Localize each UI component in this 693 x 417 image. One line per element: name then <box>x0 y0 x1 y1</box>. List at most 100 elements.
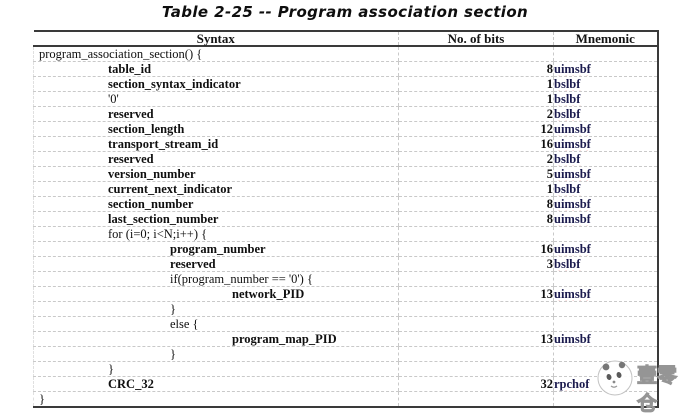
syntax-cell: network_PID <box>33 286 399 302</box>
bits-cell: 16 <box>398 241 554 257</box>
table-header: Syntax No. of bits Mnemonic <box>33 30 659 47</box>
table-row: section_syntax_indicator 1 bslbf <box>33 76 659 92</box>
table-row: if(program_number == '0') { <box>33 271 659 287</box>
mnemonic-text: uimsbf <box>554 167 591 181</box>
mnemonic-text: uimsbf <box>554 212 591 226</box>
mnemonic-text: uimsbf <box>554 62 591 76</box>
mnemonic-cell: uimsbf <box>553 61 659 77</box>
mnemonic-text: rpchof <box>554 377 590 391</box>
table-row: version_number 5 uimsbf <box>33 166 659 182</box>
syntax-cell: program_association_section() { <box>33 46 399 62</box>
syntax-cell: current_next_indicator <box>33 181 399 197</box>
bits-cell <box>398 226 554 242</box>
mnemonic-text: bslbf <box>554 92 581 106</box>
bits-cell: 1 <box>398 91 554 107</box>
mnemonic-cell <box>553 316 659 332</box>
bits-cell: 16 <box>398 136 554 152</box>
table-row: reserved 2 bslbf <box>33 151 659 167</box>
bits-cell <box>398 361 554 377</box>
syntax-cell: section_syntax_indicator <box>33 76 399 92</box>
bits-cell <box>398 346 554 362</box>
document-page: { "title": "Table 2-25 -- Program associ… <box>33 3 693 416</box>
bits-cell: 13 <box>398 286 554 302</box>
table-row: } <box>33 391 659 408</box>
table-row: program_map_PID 13 uimsbf <box>33 331 659 347</box>
mnemonic-cell: uimsbf <box>553 166 659 182</box>
table-row: program_association_section() { <box>33 46 659 62</box>
mnemonic-text: uimsbf <box>554 287 591 301</box>
bits-cell: 5 <box>398 166 554 182</box>
mnemonic-cell: uimsbf <box>553 196 659 212</box>
bits-cell <box>398 271 554 287</box>
watermark: 壹零仓 <box>595 357 693 416</box>
table-body: program_association_section() {table_id 8… <box>33 46 659 408</box>
mnemonic-text: bslbf <box>554 107 581 121</box>
table-row: current_next_indicator 1 bslbf <box>33 181 659 197</box>
mnemonic-cell: uimsbf <box>553 121 659 137</box>
bits-cell: 32 <box>398 376 554 392</box>
mnemonic-cell: uimsbf <box>553 286 659 302</box>
table-title: Table 2-25 -- Program association sectio… <box>161 3 529 21</box>
mnemonic-cell: uimsbf <box>553 211 659 227</box>
bits-cell: 1 <box>398 76 554 92</box>
table-row: last_section_number 8 uimsbf <box>33 211 659 227</box>
mnemonic-text: bslbf <box>554 182 581 196</box>
column-header-mnemonic: Mnemonic <box>553 30 659 47</box>
mnemonic-cell: bslbf <box>553 151 659 167</box>
table-row: CRC_32 32 rpchof <box>33 376 659 392</box>
syntax-cell: last_section_number <box>33 211 399 227</box>
mnemonic-text: uimsbf <box>554 332 591 346</box>
mnemonic-text: bslbf <box>554 257 581 271</box>
mnemonic-text: bslbf <box>554 152 581 166</box>
column-header-no-of-bits: No. of bits <box>398 30 554 47</box>
syntax-cell: transport_stream_id <box>33 136 399 152</box>
mnemonic-cell: uimsbf <box>553 331 659 347</box>
watermark-text: 壹零仓 <box>637 363 678 416</box>
mnemonic-cell: bslbf <box>553 256 659 272</box>
table-row: else { <box>33 316 659 332</box>
mnemonic-text: uimsbf <box>554 242 591 256</box>
syntax-cell: program_map_PID <box>33 331 399 347</box>
syntax-cell: } <box>33 391 399 408</box>
syntax-cell: } <box>33 301 399 317</box>
mnemonic-cell: bslbf <box>553 76 659 92</box>
mnemonic-text: uimsbf <box>554 122 591 136</box>
table-row: '0' 1 bslbf <box>33 91 659 107</box>
table-row: reserved 2 bslbf <box>33 106 659 122</box>
bits-cell: 2 <box>398 106 554 122</box>
syntax-cell: program_number <box>33 241 399 257</box>
bits-cell: 8 <box>398 196 554 212</box>
bits-cell: 8 <box>398 61 554 77</box>
table-row: section_length 12 uimsbf <box>33 121 659 137</box>
table-row: reserved 3 bslbf <box>33 256 659 272</box>
mnemonic-cell <box>553 346 659 362</box>
syntax-cell: else { <box>33 316 399 332</box>
table-row: } <box>33 301 659 317</box>
mnemonic-text: uimsbf <box>554 197 591 211</box>
syntax-cell: } <box>33 361 399 377</box>
bits-cell <box>398 301 554 317</box>
syntax-cell: section_length <box>33 121 399 137</box>
syntax-cell: version_number <box>33 166 399 182</box>
syntax-cell: table_id <box>33 61 399 77</box>
table-row: transport_stream_id 16 uimsbf <box>33 136 659 152</box>
syntax-cell: if(program_number == '0') { <box>33 271 399 287</box>
syntax-cell: section_number <box>33 196 399 212</box>
table-row: section_number 8 uimsbf <box>33 196 659 212</box>
panda-face-icon <box>597 360 633 396</box>
mnemonic-cell: bslbf <box>553 181 659 197</box>
bits-cell <box>398 316 554 332</box>
mnemonic-cell <box>553 226 659 242</box>
mnemonic-cell: bslbf <box>553 91 659 107</box>
program-association-section-table: Syntax No. of bits Mnemonic program_asso… <box>33 30 659 408</box>
syntax-cell: '0' <box>33 91 399 107</box>
syntax-cell: } <box>33 346 399 362</box>
bits-cell: 2 <box>398 151 554 167</box>
table-row: } <box>33 361 659 377</box>
bits-cell <box>398 46 554 62</box>
mnemonic-cell: uimsbf <box>553 241 659 257</box>
syntax-cell: for (i=0; i<N;i++) { <box>33 226 399 242</box>
column-header-syntax: Syntax <box>33 30 399 47</box>
mnemonic-cell <box>553 301 659 317</box>
syntax-cell: CRC_32 <box>33 376 399 392</box>
